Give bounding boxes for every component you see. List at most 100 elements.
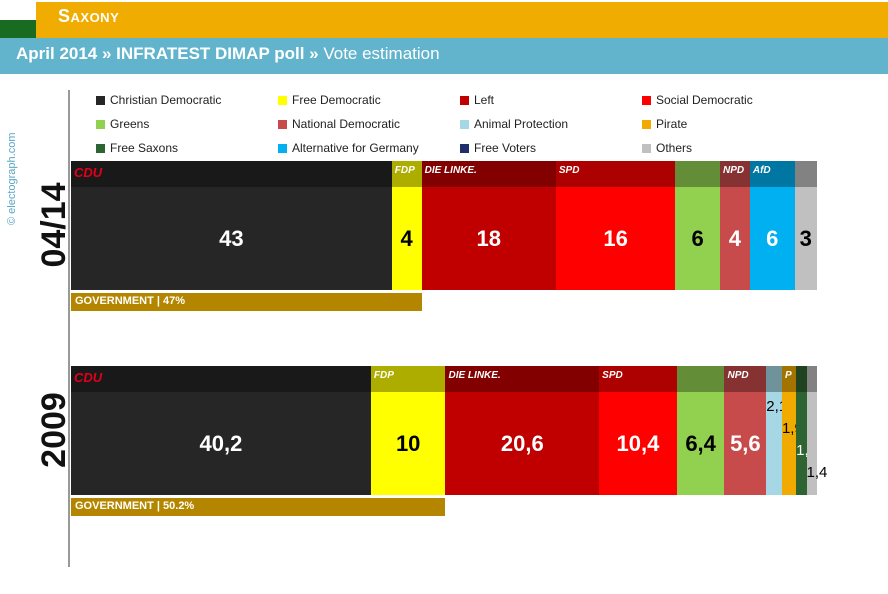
legend-label: Christian Democratic [110,93,222,107]
party-logo: SPD [558,165,580,176]
legend-item: Social Democratic [642,93,753,107]
logo-band [445,366,600,392]
bar-segment: CDU 43 [71,161,392,290]
bar-segment: NPD 5,6 [724,366,767,495]
data-label: 40,2 [199,430,243,456]
logo-band [555,161,676,187]
logo-band [71,366,371,392]
legend-swatch [460,119,469,129]
legend-swatch [278,119,287,129]
data-label: 4 [400,225,413,251]
legend-item: Greens [96,117,149,131]
legend-item: Left [460,93,494,107]
data-label: 10,4 [616,430,660,456]
legend-item: Free Democratic [278,93,381,107]
bar-segment: SPD 16 [555,161,676,290]
title-bold: April 2014 » INFRATEST DIMAP poll » [16,44,319,63]
party-logo: SPD [602,370,623,381]
region-title: Saxony [58,6,120,26]
legend-swatch [96,119,105,129]
logo-band [71,161,392,187]
logo-band [796,366,807,392]
bar-segment: FDP 10 [370,366,446,495]
party-logo: FDP [373,370,394,381]
bar-segment: 2,1 [766,366,787,495]
legend-item: Free Saxons [96,141,178,155]
region-bar [36,2,888,38]
party-logo: DIE LINKE. [448,370,501,381]
legend-label: Alternative for Germany [292,141,419,155]
bar-segment: SPD 10,4 [599,366,677,495]
logo-band [421,161,556,187]
bar-segment: 6,4 [676,366,725,495]
data-label: 16 [603,225,628,251]
government-bar: GOVERNMENT | 47% [71,293,422,311]
data-label: 1,4 [806,464,828,481]
data-label: 6,4 [685,430,716,456]
party-logo: NPD [723,165,745,176]
legend-label: Free Voters [474,141,537,155]
data-label: 18 [476,225,501,251]
legend-label: Pirate [656,117,688,131]
legend-item: National Democratic [278,117,400,131]
accent-tab [0,20,36,38]
logo-band [724,366,767,392]
logo-band [766,366,782,392]
bar-segment: 1,4 [796,366,817,495]
bar-segment: FDP 4 [391,161,422,290]
legend-item: Animal Protection [460,117,568,131]
logo-band [781,366,797,392]
data-label: 43 [219,225,244,251]
government-bar: GOVERNMENT | 50.2% [71,498,446,516]
data-label: 4 [728,225,742,251]
party-logo: CDU [74,370,103,385]
legend-label: Free Saxons [110,141,179,155]
logo-band [676,366,725,392]
data-label: 6 [766,225,779,251]
party-logo: FDP [394,165,415,176]
bar-segment: NPD 4 [720,161,750,290]
legend-label: Free Democratic [292,93,381,107]
legend-label: Greens [110,117,150,131]
bar-segment: DIE LINKE. 20,6 [445,366,600,495]
logo-band [794,161,817,187]
legend-item: Free Voters [460,141,536,155]
legend-swatch [642,95,651,105]
watermark: © electograph.com [6,132,18,226]
bar-segment: CDU 40,2 [71,366,371,495]
bar-segment: 1,4 [806,366,827,495]
data-label: 5,6 [730,430,761,456]
legend-label: Social Democratic [656,93,753,107]
legend-item: Pirate [642,117,687,131]
title-bar: April 2014 » INFRATEST DIMAP poll » Vote… [0,38,888,74]
bar-segment: DIE LINKE. 18 [421,161,556,290]
data-label: 10 [395,430,421,456]
party-logo: CDU [74,165,103,180]
party-logo: P [784,370,792,381]
legend-label: Others [656,141,693,155]
legend-swatch [460,143,469,153]
bar-segment: P 1,9 [781,366,803,495]
logo-band [675,161,720,187]
axis-line [68,90,70,567]
logo-band [599,366,677,392]
party-logo: DIE LINKE. [424,165,477,176]
logo-band [370,366,446,392]
legend-item: Others [642,141,692,155]
logo-band [806,366,817,392]
legend-swatch [460,95,469,105]
legend-swatch [642,143,651,153]
legend-swatch [96,143,105,153]
bar-segment: AfD 6 [749,161,795,290]
logo-band [720,161,750,187]
title-light: Vote estimation [318,44,440,63]
data-label: 2,1 [766,398,788,415]
legend-label: Animal Protection [474,117,569,131]
bar-segment: 6 [675,161,720,290]
legend-swatch [96,95,105,105]
legend-swatch [642,119,651,129]
logo-band [391,161,422,187]
legend-swatch [278,143,287,153]
data-label: 3 [799,225,812,251]
party-logo: AfD [752,165,771,176]
